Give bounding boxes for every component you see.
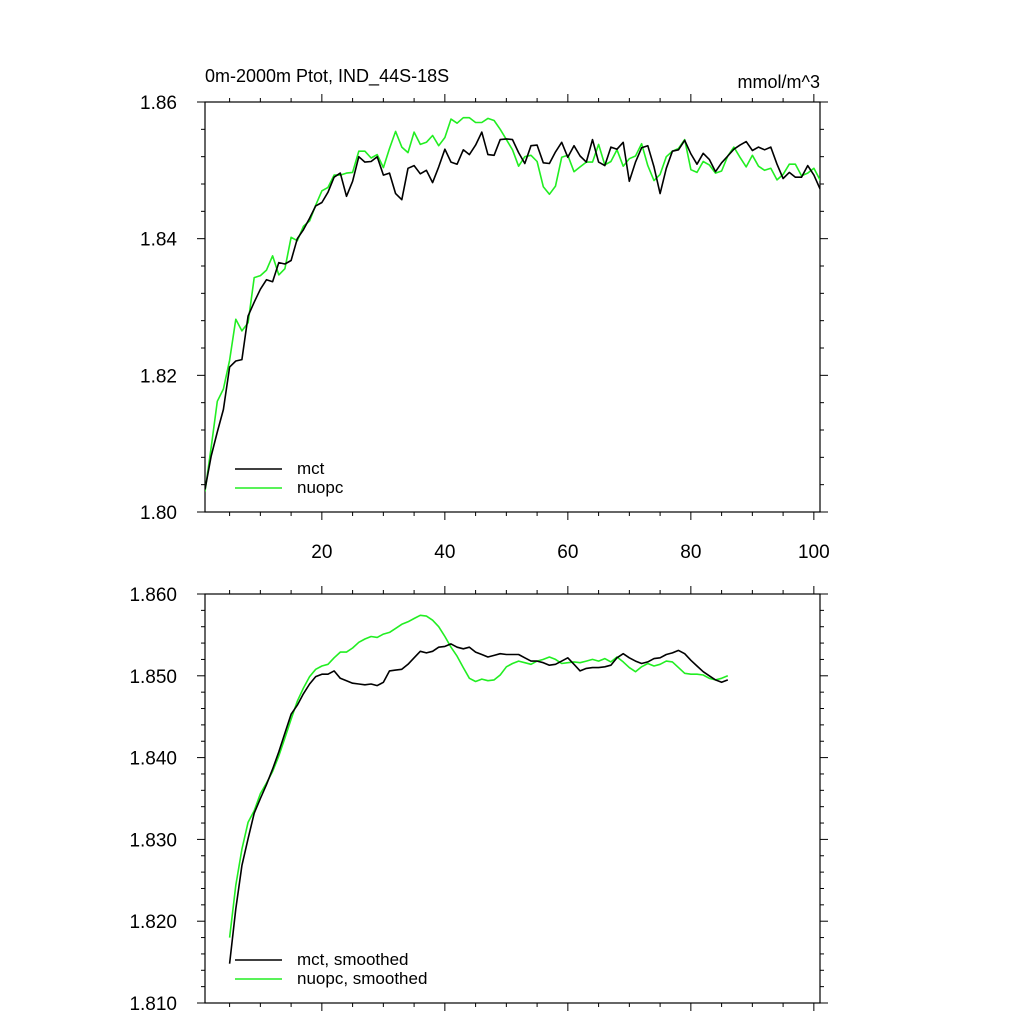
y-tick-label: 1.80 xyxy=(140,503,177,524)
x-tick-label: 80 xyxy=(680,542,701,563)
legend-label: nuopc xyxy=(297,478,344,497)
y-tick-label: 1.860 xyxy=(129,585,177,606)
series-line-nuopc xyxy=(205,116,820,492)
y-tick-label: 1.840 xyxy=(129,749,177,770)
x-tick-label: 40 xyxy=(434,542,455,563)
y-tick-label: 1.830 xyxy=(129,830,177,851)
legend-label: mct, smoothed xyxy=(297,950,409,969)
chart-title: 0m-2000m Ptot, IND_44S-18S xyxy=(205,66,449,87)
x-tick-label: 20 xyxy=(311,542,332,563)
units-label: mmol/m^3 xyxy=(738,72,820,92)
x-tick-label: 100 xyxy=(798,542,830,563)
series-line-mct xyxy=(205,131,820,490)
legend-label: mct xyxy=(297,459,325,478)
y-tick-label: 1.82 xyxy=(140,366,177,387)
y-tick-label: 1.850 xyxy=(129,667,177,688)
y-tick-label: 1.810 xyxy=(129,994,177,1015)
series-line-mct-smoothed xyxy=(228,643,729,964)
chart-panel-2: 1.810 1.820 1.830 1.840 1.850 1.860 mct, smoot… xyxy=(129,585,828,1015)
y-tick-label: 1.820 xyxy=(129,912,177,933)
plot-frame xyxy=(204,101,821,513)
series-line-nuopc-smoothed xyxy=(228,614,729,938)
legend-label: nuopc, smoothed xyxy=(297,969,427,988)
chart-panel-1: 20 40 60 80 100 1.80 1.82 1.84 1.86 0m-2000m Ptot… xyxy=(140,66,830,563)
x-tick-label: 60 xyxy=(557,542,578,563)
y-tick-label: 1.86 xyxy=(140,93,177,114)
y-tick-label: 1.84 xyxy=(140,230,177,251)
plot-frame xyxy=(204,593,821,1004)
